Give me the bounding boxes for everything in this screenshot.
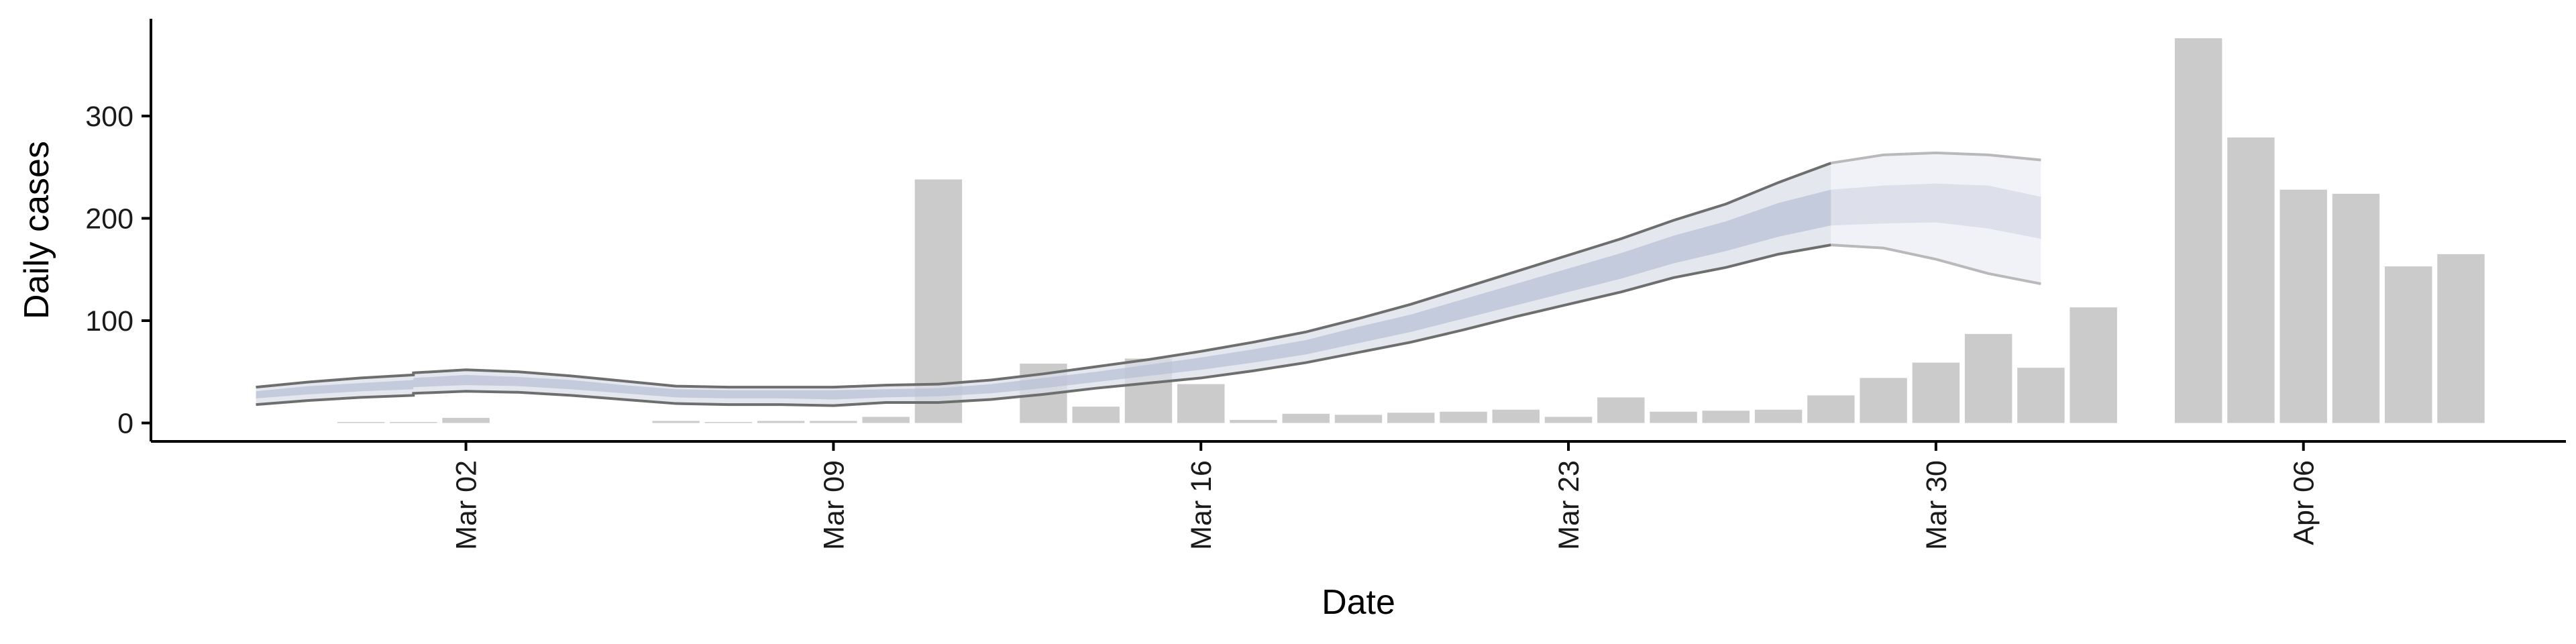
estimate-band-layer — [256, 151, 2041, 407]
bar-2026-03-20 — [1387, 413, 1435, 423]
bar-2026-03-18 — [1282, 413, 1330, 423]
axes-layer — [150, 19, 2566, 443]
x-tick-label-2026-03-30: Mar 30 — [1921, 460, 1953, 550]
bar-2026-03-30 — [1912, 362, 1960, 423]
bar-2026-03-14 — [1072, 407, 1120, 423]
bar-2026-03-17 — [1230, 419, 1277, 423]
y-tick-label-200: 200 — [85, 203, 133, 235]
bar-2026-04-01 — [2017, 368, 2065, 423]
lower-bound-line-forecast — [1831, 244, 2041, 286]
bar-2026-02-28 — [337, 422, 385, 423]
y-tick-label-100: 100 — [85, 305, 133, 337]
bar-2026-03-02 — [442, 417, 490, 423]
bar-2026-03-16 — [1177, 384, 1225, 423]
bar-2026-03-08 — [757, 421, 805, 423]
bar-2026-03-26 — [1702, 411, 1750, 423]
bar-2026-04-05 — [2227, 137, 2275, 423]
band-inner-forecast — [1831, 183, 2041, 239]
bar-2026-04-06 — [2279, 189, 2327, 423]
bar-2026-03-07 — [704, 422, 753, 423]
bar-2026-03-29 — [1860, 378, 1907, 423]
bars-layer — [337, 38, 2485, 423]
x-tick-label-2026-03-02: Mar 02 — [451, 460, 483, 550]
bar-2026-03-31 — [1964, 333, 2012, 423]
band-inner-estimate — [256, 189, 1831, 400]
x-tick-label-2026-03-09: Mar 09 — [818, 460, 850, 550]
y-tick-label-0: 0 — [117, 408, 133, 440]
upper-bound-line-estimate — [256, 162, 1832, 389]
bar-2026-04-09 — [2437, 254, 2485, 423]
bar-2026-04-07 — [2332, 193, 2380, 423]
bar-2026-04-08 — [2385, 266, 2432, 423]
upper-bound-line-forecast — [1831, 151, 2041, 165]
x-tick-label-2026-03-16: Mar 16 — [1185, 460, 1218, 550]
y-axis-title: Daily cases — [17, 141, 56, 319]
bar-2026-02-29 — [390, 422, 437, 423]
ticks-layer: 0 100 200 300 Mar 02 Mar 09 Mar 16 Mar 23 Mar 30… — [85, 101, 2320, 550]
bar-2026-03-10 — [862, 417, 910, 423]
bar-2026-03-27 — [1754, 409, 1803, 423]
bar-2026-04-02 — [2070, 307, 2117, 423]
bar-2026-03-28 — [1807, 395, 1855, 423]
bar-2026-03-09 — [810, 421, 857, 423]
bar-2026-03-06 — [652, 421, 700, 423]
bar-2026-03-25 — [1650, 411, 1697, 423]
bar-2026-03-21 — [1440, 411, 1487, 423]
bar-2026-03-24 — [1597, 397, 1645, 423]
bar-2026-04-04 — [2174, 38, 2222, 423]
bar-2026-03-23 — [1544, 417, 1593, 423]
x-axis-title: Date — [1322, 583, 1395, 622]
bar-2026-03-19 — [1334, 415, 1383, 423]
y-tick-label-300: 300 — [85, 101, 133, 133]
band-outer-forecast — [1831, 152, 2041, 284]
x-tick-label-2026-03-23: Mar 23 — [1553, 460, 1585, 550]
lower-bound-line-estimate — [256, 244, 1831, 407]
x-tick-label-2026-04-06: Apr 06 — [2288, 460, 2320, 545]
bar-2026-03-22 — [1492, 409, 1540, 423]
